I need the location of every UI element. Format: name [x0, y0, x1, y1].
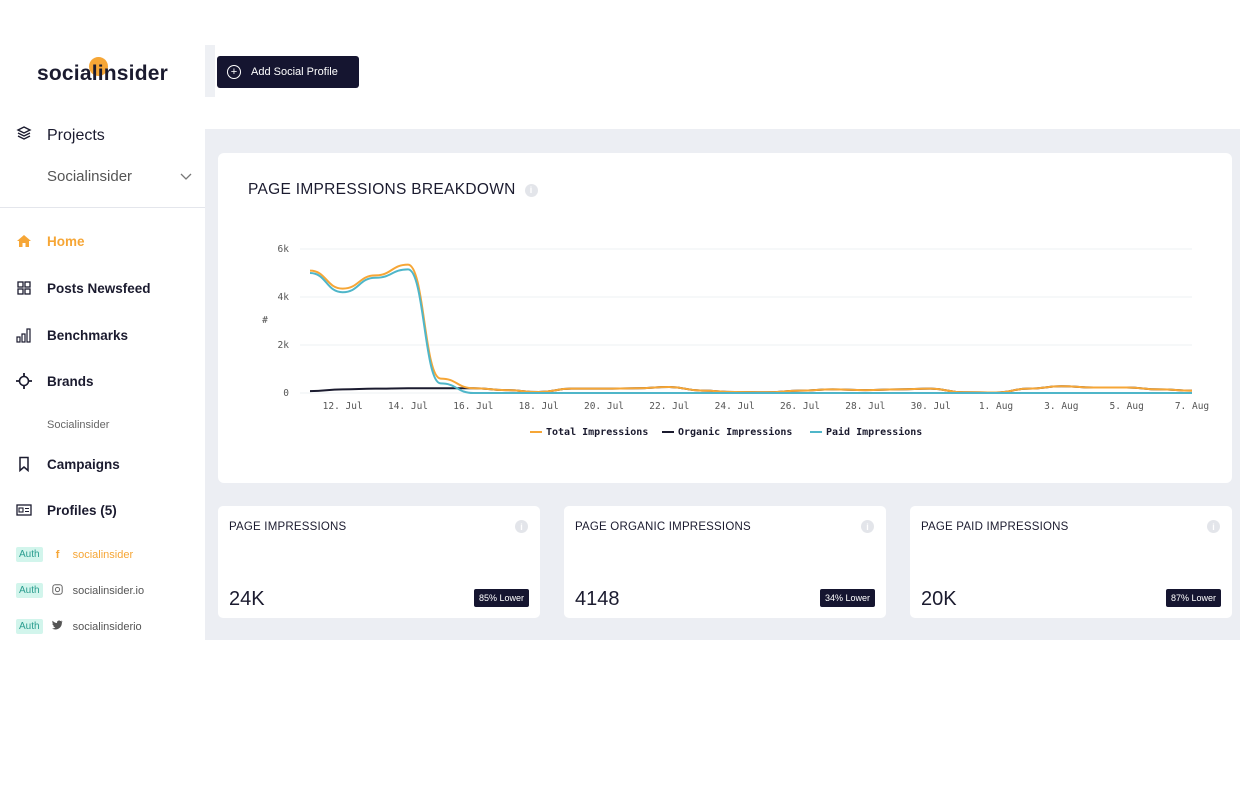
x-tick-label: 30. Jul: [911, 401, 951, 412]
sidebar-item-home[interactable]: Home: [16, 233, 85, 249]
x-tick-label: 12. Jul: [323, 401, 363, 412]
metric-card-page-impressions: PAGE IMPRESSIONS i 24K 85% Lower: [218, 506, 540, 618]
layers-icon: [16, 125, 32, 146]
chart-title-text: PAGE IMPRESSIONS BREAKDOWN: [248, 181, 516, 198]
chevron-down-icon: [180, 168, 192, 185]
sidebar-item-profiles[interactable]: Profiles (5): [16, 502, 117, 518]
x-tick-label: 1. Aug: [979, 401, 1013, 412]
metric-title: PAGE PAID IMPRESSIONS: [921, 521, 1069, 533]
y-tick-label: 4k: [278, 292, 290, 303]
logo[interactable]: socialinsider: [37, 57, 168, 86]
auth-badge: Auth: [16, 583, 43, 598]
y-axis-label: #: [262, 315, 268, 326]
topbar-edge: [205, 45, 215, 97]
logo-text: socialinsider: [37, 62, 168, 85]
instagram-icon: [51, 583, 65, 598]
x-tick-label: 24. Jul: [715, 401, 755, 412]
x-tick-label: 14. Jul: [388, 401, 428, 412]
x-tick-label: 26. Jul: [780, 401, 820, 412]
profile-row-facebook[interactable]: Auth f socialinsider: [16, 547, 133, 562]
add-social-profile-label: Add Social Profile: [251, 66, 338, 78]
legend-label: Total Impressions: [546, 426, 648, 438]
sidebar-item-label: Brands: [47, 373, 94, 389]
logo-dot-icon: [89, 57, 108, 76]
metric-value: 4148: [575, 588, 620, 610]
home-icon: [16, 233, 32, 249]
metric-card-organic-impressions: PAGE ORGANIC IMPRESSIONS i 4148 34% Lowe…: [564, 506, 886, 618]
y-tick-label: 0: [283, 388, 289, 399]
x-tick-label: 18. Jul: [519, 401, 559, 412]
auth-badge: Auth: [16, 619, 43, 634]
y-tick-label: 2k: [278, 340, 290, 351]
metric-card-paid-impressions: PAGE PAID IMPRESSIONS i 20K 87% Lower: [910, 506, 1232, 618]
impressions-line-chart: 0 2k 4k 6k #12. Jul 14. Jul 16. Jul 18. Jul 20. …: [262, 244, 1209, 438]
sidebar-item-campaigns[interactable]: Campaigns: [16, 456, 120, 472]
projects-header: Projects: [16, 125, 105, 146]
sidebar-item-posts-newsfeed[interactable]: Posts Newsfeed: [16, 280, 151, 296]
x-tick-label: 28. Jul: [845, 401, 885, 412]
metric-value: 24K: [229, 588, 265, 610]
impressions-chart-card: PAGE IMPRESSIONS BREAKDOWN i 0 2k 4k 6k #12.…: [218, 153, 1232, 483]
id-card-icon: [16, 502, 32, 518]
comparison-badge: 85% Lower: [473, 589, 529, 607]
x-tick-label: 20. Jul: [584, 401, 624, 412]
x-tick-label: 16. Jul: [453, 401, 493, 412]
metric-value: 20K: [921, 588, 957, 610]
profile-name: socialinsider.io: [72, 584, 145, 597]
auth-badge: Auth: [16, 547, 43, 562]
chart-title: PAGE IMPRESSIONS BREAKDOWN i: [248, 181, 538, 199]
sidebar-item-label: Posts Newsfeed: [47, 280, 151, 296]
x-tick-label: 3. Aug: [1044, 401, 1078, 412]
crosshair-icon: [16, 373, 32, 389]
x-tick-label: 7. Aug: [1175, 401, 1209, 412]
project-select-value: Socialinsider: [47, 168, 133, 185]
sidebar-item-label: Profiles (5): [47, 502, 117, 518]
bookmark-icon: [16, 456, 32, 472]
comparison-badge: 34% Lower: [819, 589, 875, 607]
sidebar-item-label: Campaigns: [47, 456, 120, 472]
profile-name: socialinsiderio: [72, 620, 142, 633]
info-icon[interactable]: i: [524, 183, 538, 197]
project-select[interactable]: Socialinsider: [47, 168, 192, 185]
x-tick-label: 5. Aug: [1110, 401, 1144, 412]
grid-icon: [16, 280, 32, 296]
twitter-icon: [51, 620, 65, 633]
profile-row-twitter[interactable]: Auth socialinsiderio: [16, 619, 142, 634]
info-icon[interactable]: i: [515, 520, 528, 533]
facebook-icon: f: [55, 548, 60, 561]
profile-row-instagram[interactable]: Auth socialinsider.io: [16, 583, 144, 598]
brands-subitem[interactable]: Socialinsider: [47, 419, 110, 431]
comparison-badge: 87% Lower: [1165, 589, 1221, 607]
metric-title: PAGE IMPRESSIONS: [229, 521, 347, 533]
profile-name: socialinsider: [72, 548, 134, 561]
sidebar-item-benchmarks[interactable]: Benchmarks: [16, 327, 128, 343]
legend-label: Organic Impressions: [678, 426, 792, 438]
add-social-profile-button[interactable]: + Add Social Profile: [217, 56, 359, 88]
info-icon[interactable]: i: [1207, 520, 1220, 533]
bar-chart-icon: [16, 327, 32, 343]
plus-circle-icon: +: [227, 65, 241, 79]
info-icon[interactable]: i: [861, 520, 874, 533]
series-line-paid-impressions: [309, 268, 1192, 394]
sidebar-item-label: Benchmarks: [47, 327, 129, 343]
legend-label: Paid Impressions: [826, 426, 922, 438]
sidebar-item-brands[interactable]: Brands: [16, 373, 94, 389]
sidebar-item-label: Home: [47, 233, 85, 249]
x-tick-label: 22. Jul: [649, 401, 689, 412]
sidebar: socialinsider Projects Socialinsider Hom…: [0, 0, 205, 640]
projects-label: Projects: [47, 126, 105, 144]
metric-title: PAGE ORGANIC IMPRESSIONS: [575, 521, 751, 533]
y-tick-label: 6k: [278, 244, 290, 255]
sidebar-divider: [0, 207, 205, 208]
series-line-total-impressions: [309, 263, 1193, 394]
